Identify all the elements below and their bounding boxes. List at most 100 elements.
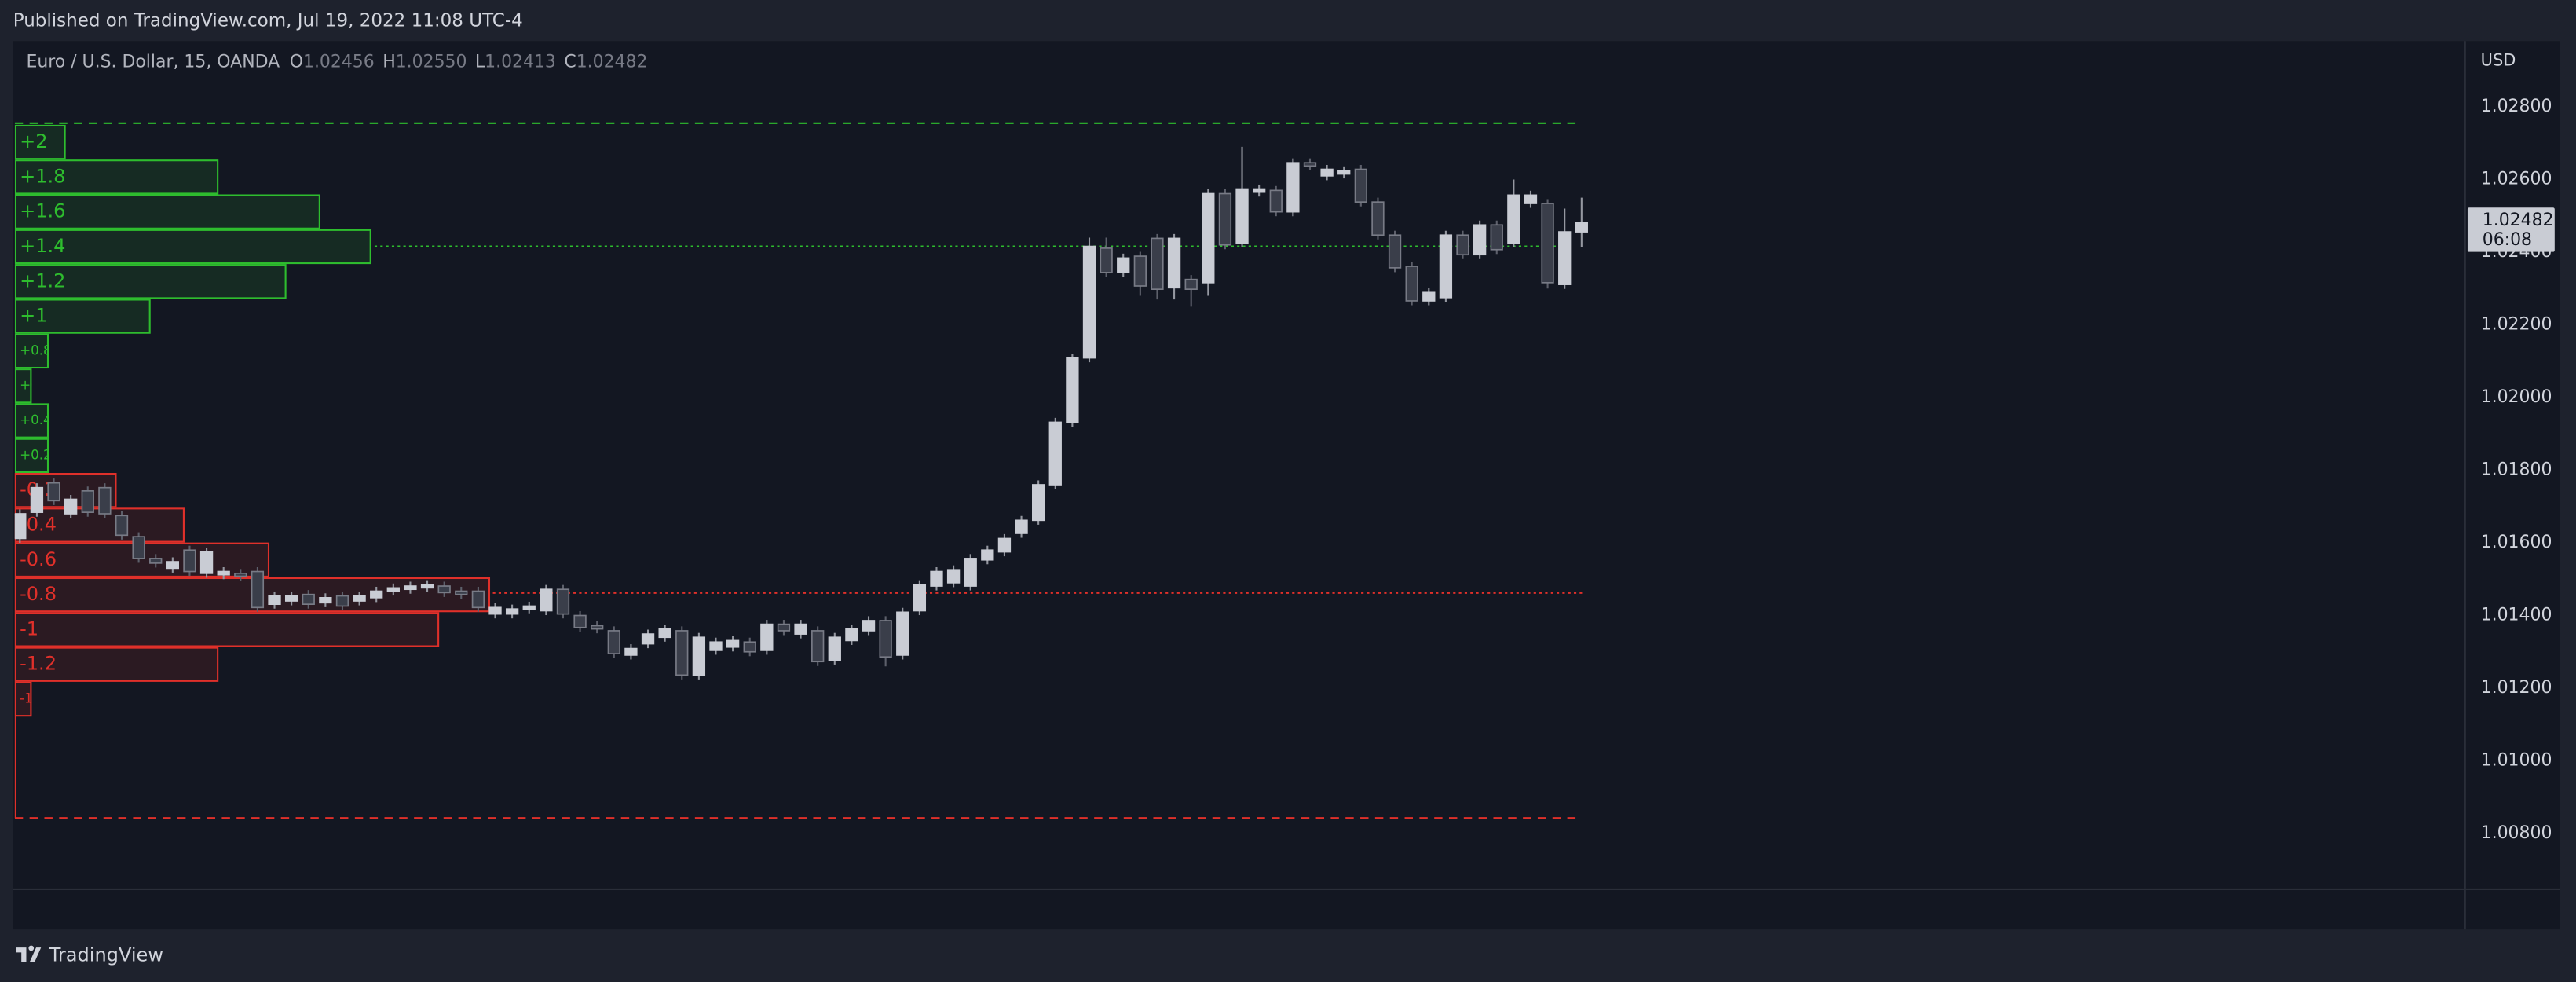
last-price-box — [2467, 207, 2555, 252]
candle-body — [692, 636, 706, 676]
candle-body — [845, 628, 858, 642]
symbol-legend: Euro / U.S. Dollar, 15, OANDA O1.02456 H1.… — [26, 52, 647, 71]
profile-bar — [14, 403, 49, 438]
candle-body — [1117, 257, 1130, 273]
profile-label: +1.2 — [20, 269, 65, 291]
candle-body — [30, 486, 44, 513]
candle-body — [1507, 194, 1520, 244]
legend-value: 1.02413 — [485, 52, 556, 71]
candle-body — [675, 630, 689, 676]
candle-body — [1269, 189, 1283, 213]
legend-value: 1.02550 — [396, 52, 467, 71]
profile-label: +0.2 — [20, 446, 52, 462]
candle-body — [1524, 194, 1538, 204]
candle-body — [284, 595, 298, 602]
y-tick-label: 1.01200 — [2481, 678, 2552, 698]
candle-body — [573, 614, 587, 628]
profile-label: -0.6 — [20, 548, 57, 570]
candle-body — [1388, 234, 1402, 269]
candle-body — [1303, 162, 1317, 167]
candle-body — [1456, 234, 1469, 256]
y-tick-label: 1.01400 — [2481, 606, 2552, 625]
candle-body — [1558, 231, 1572, 285]
candle-body — [1167, 237, 1181, 289]
candle-body — [1202, 192, 1215, 284]
candle-body — [709, 641, 723, 651]
candle-body — [1015, 519, 1028, 534]
candle-body — [930, 570, 943, 587]
candle-body — [1218, 192, 1232, 246]
legend-value: 1.02482 — [576, 52, 648, 71]
candle-body — [1048, 421, 1062, 486]
profile-bar — [14, 438, 49, 474]
legend-key: H — [382, 52, 396, 71]
candle-body — [760, 623, 774, 651]
candle-body — [862, 620, 876, 632]
legend-key: O — [290, 52, 303, 71]
candle-body — [1133, 255, 1147, 287]
chart-pane — [13, 41, 2560, 930]
candle-body — [1235, 188, 1249, 244]
y-tick-label: 1.02800 — [2481, 97, 2552, 116]
profile-bar — [14, 159, 219, 195]
profile-label: +0.6 — [20, 377, 52, 393]
candle-body — [794, 623, 807, 635]
legend-key: L — [475, 52, 485, 71]
candle-body — [199, 551, 214, 574]
profile-label: -0.8 — [20, 583, 57, 605]
candle-body — [1032, 484, 1045, 522]
candle-body — [471, 590, 485, 609]
candle-body — [505, 608, 519, 615]
candle-body — [1066, 357, 1079, 423]
profile-label: -1.2 — [20, 653, 57, 675]
profile-label: +1.8 — [20, 165, 65, 187]
candle-body — [777, 623, 791, 632]
symbol-title: Euro / U.S. Dollar, 15, OANDA — [26, 52, 280, 71]
candle-body — [370, 590, 383, 599]
candle-body — [946, 569, 961, 584]
candle-body — [149, 558, 163, 564]
candle-body — [726, 639, 740, 648]
candle-body — [1320, 168, 1334, 177]
profile-label: +0.8 — [20, 342, 52, 357]
candle-body — [251, 570, 265, 609]
candle-body — [1286, 162, 1300, 213]
candle-body — [81, 490, 94, 513]
candle-body — [132, 536, 145, 559]
candle-body — [540, 588, 553, 612]
legend-value: 1.02456 — [303, 52, 375, 71]
candle-body — [1252, 188, 1266, 193]
candle-body — [1371, 201, 1385, 236]
candle-body — [217, 570, 230, 576]
candle-body — [964, 558, 977, 587]
candle-body — [166, 561, 179, 570]
profile-label: +0.4 — [20, 412, 52, 427]
candle-body — [1473, 224, 1487, 256]
profile-bar — [14, 299, 151, 334]
y-tick-label: 1.02600 — [2481, 169, 2552, 189]
last-price-label: 1.02482 — [2483, 211, 2554, 230]
profile-bar — [14, 229, 371, 265]
y-tick-label: 1.01800 — [2481, 460, 2552, 479]
candle-body — [98, 486, 112, 515]
candle-body — [811, 630, 825, 663]
candle-body — [1184, 278, 1198, 290]
candle-body — [115, 515, 129, 537]
candle-body — [913, 584, 927, 612]
candle-body — [591, 625, 604, 630]
candle-body — [1100, 247, 1113, 273]
profile-bar — [14, 612, 440, 647]
candle-body — [556, 588, 570, 615]
y-tick-label: 1.00800 — [2481, 823, 2552, 843]
y-tick-label: 1.01600 — [2481, 533, 2552, 552]
profile-bar — [14, 647, 219, 682]
candle-body — [234, 573, 247, 577]
y-tick-label: 1.02200 — [2481, 314, 2552, 334]
candle-body — [64, 498, 78, 515]
candle-body — [981, 549, 994, 561]
candle-body — [183, 549, 196, 573]
candle-body — [658, 628, 671, 639]
profile-label: -1 — [20, 617, 38, 639]
candle-body — [302, 593, 315, 605]
